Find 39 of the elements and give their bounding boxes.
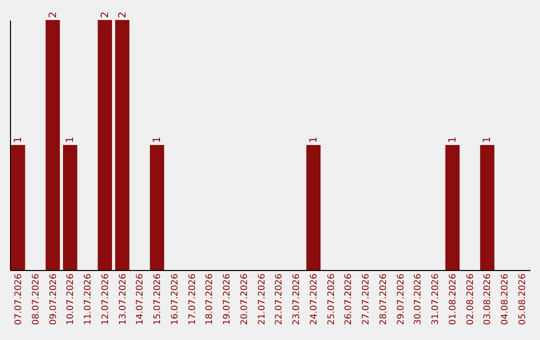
x-tick-label: 04.08.2026	[500, 273, 511, 326]
x-tick-label: 11.07.2026	[84, 273, 94, 326]
x-tick-label: 25.07.2026	[326, 273, 337, 326]
x-tick-label: 10.07.2026	[66, 273, 76, 326]
data-label: 1	[447, 136, 458, 143]
x-tick-label: 17.07.2026	[188, 273, 198, 326]
x-tick-label: 31.07.2026	[431, 273, 442, 326]
x-tick-label: 19.07.2026	[222, 273, 233, 326]
x-tick-label: 12.07.2026	[100, 273, 111, 326]
x-tick-label: 01.08.2026	[448, 273, 458, 326]
x-tick-label: 29.07.2026	[396, 273, 406, 326]
x-tick-label: 03.08.2026	[483, 273, 494, 326]
x-tick-label: 16.07.2026	[170, 273, 180, 326]
x-tick-label: 26.07.2026	[344, 273, 354, 326]
data-label: 1	[482, 136, 494, 143]
x-tick-label: 02.08.2026	[466, 273, 476, 326]
x-tick-label: 23.07.2026	[292, 273, 302, 326]
x-tick-label: 07.07.2026	[14, 273, 24, 326]
data-label: 2	[48, 12, 59, 18]
data-label: 2	[117, 12, 128, 18]
x-tick-label: 08.07.2026	[31, 273, 42, 326]
data-label: 1	[65, 136, 76, 143]
x-tick-label: 09.07.2026	[48, 273, 59, 326]
x-tick-label: 13.07.2026	[118, 273, 128, 326]
x-tick-label: 15.07.2026	[153, 273, 164, 326]
x-tick-label: 30.07.2026	[414, 273, 424, 326]
x-tick-label: 05.08.2026	[518, 273, 528, 326]
x-tick-label: 18.07.2026	[205, 273, 216, 326]
x-tick-label: 24.07.2026	[309, 273, 320, 326]
x-tick-label: 27.07.2026	[362, 273, 372, 326]
data-label: 1	[308, 136, 320, 143]
x-tick-label: 20.07.2026	[240, 273, 250, 326]
x-tick-label: 21.07.2026	[257, 273, 268, 326]
x-tick-label: 22.07.2026	[274, 273, 285, 326]
data-label: 2	[100, 12, 111, 18]
x-tick-label: 14.07.2026	[136, 273, 146, 326]
data-label: 1	[12, 136, 24, 143]
x-tick-label: 28.07.2026	[378, 273, 389, 326]
data-label: 1	[152, 136, 164, 143]
